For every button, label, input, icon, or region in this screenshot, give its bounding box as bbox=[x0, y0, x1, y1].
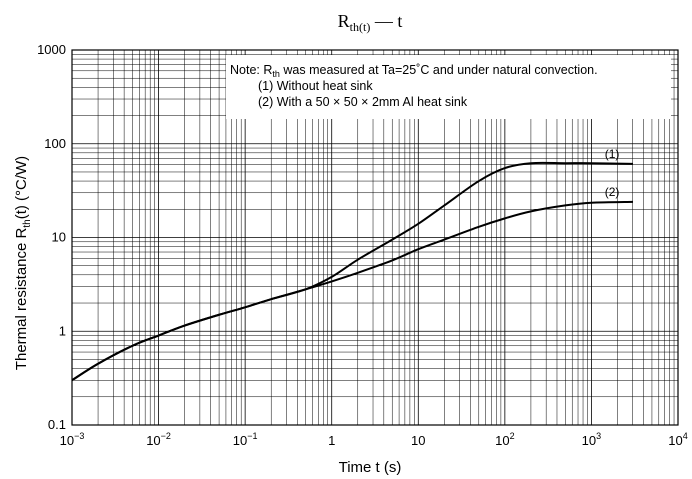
y-axis-label-post: (t) (°C/W) bbox=[13, 156, 30, 219]
plot-frame-border bbox=[71, 49, 679, 426]
y-tick-label: 1000 bbox=[37, 42, 66, 57]
x-tick-label: 104 bbox=[668, 431, 687, 448]
series-layer: (1) (2) bbox=[71, 147, 633, 382]
x-tick-label: 10 bbox=[411, 433, 425, 448]
y-tick-label: 1 bbox=[59, 323, 66, 338]
y-tick-labels: 0.1 1 10 100 1000 bbox=[37, 42, 66, 432]
x-tick-label: 103 bbox=[582, 431, 601, 448]
chart-title-tail: — t bbox=[370, 11, 402, 31]
y-tick-label: 100 bbox=[44, 136, 66, 151]
note-line-1-sub: th bbox=[272, 69, 280, 79]
y-axis-label-sub: th bbox=[22, 219, 33, 227]
chart-title: Rth(t) — t bbox=[338, 11, 403, 34]
note-line-2: (1) Without heat sink bbox=[258, 79, 373, 93]
x-tick-labels: 10−3 10−2 10−1 1 10 102 103 104 bbox=[60, 431, 688, 448]
note-line-3: (2) With a 50 × 50 × 2mm Al heat sink bbox=[258, 95, 468, 109]
series-label-1: (1) bbox=[605, 147, 620, 161]
note-line-1: Note: Rth was measured at Ta=25˚C and un… bbox=[230, 63, 598, 79]
y-tick-label: 10 bbox=[52, 230, 66, 245]
y-tick-label: 0.1 bbox=[48, 417, 66, 432]
series-line-2 bbox=[71, 200, 633, 382]
x-tick-label: 10−2 bbox=[146, 431, 171, 448]
x-tick-label: 1 bbox=[328, 433, 335, 448]
series-line-1 bbox=[71, 161, 633, 382]
y-axis-label: Thermal resistance Rth(t) (°C/W) bbox=[13, 156, 33, 370]
x-tick-label: 10−3 bbox=[60, 431, 85, 448]
x-tick-label: 102 bbox=[495, 431, 514, 448]
x-tick-label: 10−1 bbox=[233, 431, 258, 448]
note-line-1-pre: Note: R bbox=[230, 63, 272, 77]
y-axis-label-pre: Thermal resistance R bbox=[13, 227, 30, 370]
x-axis-label: Time t (s) bbox=[339, 459, 402, 476]
note-line-1-post: was measured at Ta=25˚C and under natura… bbox=[280, 63, 598, 77]
note-box-background bbox=[226, 55, 671, 119]
plot-area bbox=[71, 49, 679, 426]
series-label-2: (2) bbox=[605, 185, 620, 199]
chart-title-main: R bbox=[338, 11, 350, 31]
note-box: Note: Rth was measured at Ta=25˚C and un… bbox=[226, 55, 671, 119]
chart-title-sub: th(t) bbox=[350, 20, 371, 34]
